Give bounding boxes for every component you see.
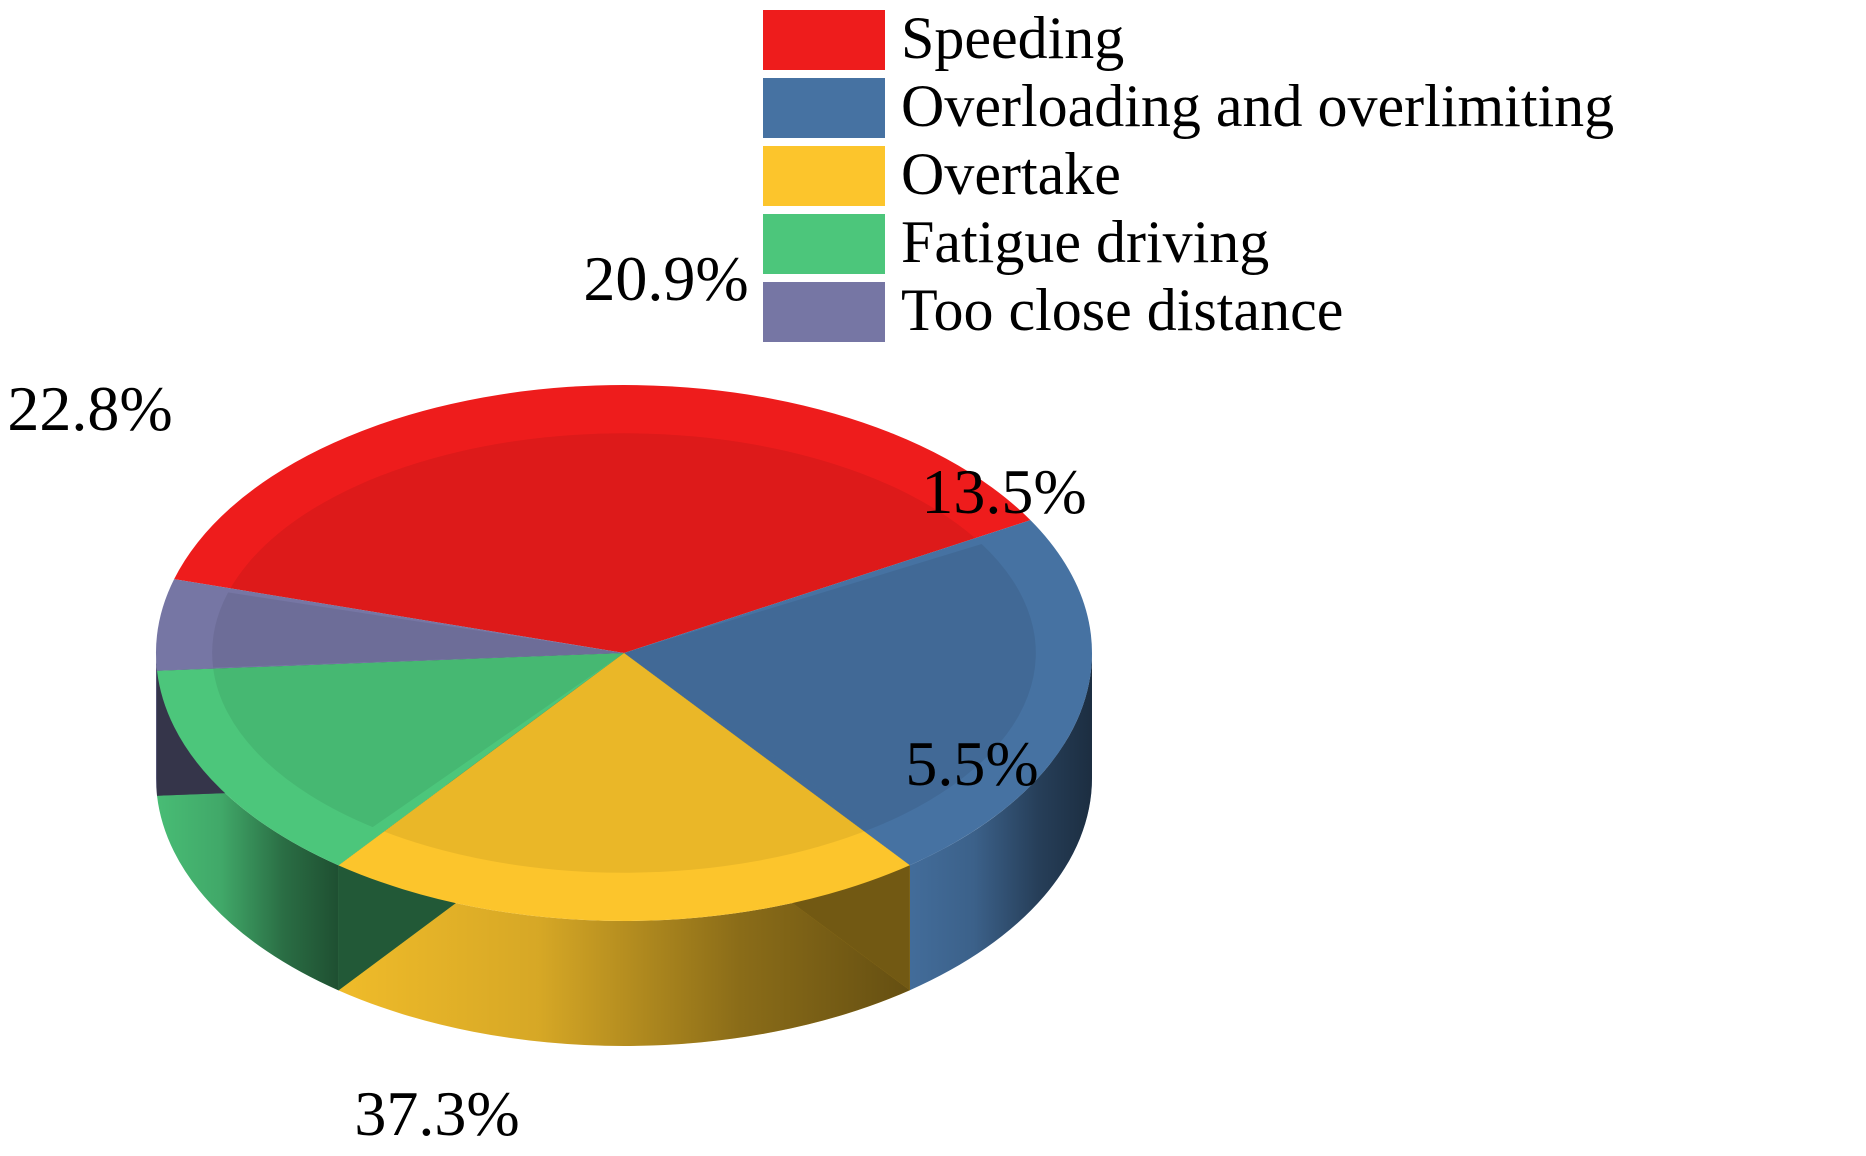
pie-slice-bevel	[212, 592, 624, 668]
pie-slice-bevel	[213, 653, 625, 828]
legend-label: Fatigue driving	[901, 209, 1269, 275]
legend-swatch	[763, 10, 885, 70]
legend-item-speeding: Speeding	[763, 5, 1124, 71]
value-label-speeding: 37.3%	[354, 1078, 519, 1149]
pie-side-fatigue-driving-shade	[157, 670, 339, 991]
legend-swatch	[763, 282, 885, 342]
legend-item-overtake: Overtake	[763, 141, 1121, 207]
value-label-overloading-and-overlimiting: 22.8%	[7, 373, 172, 444]
pie-slice-top	[156, 579, 624, 671]
pie-slices	[156, 384, 1093, 921]
pie-side-too-close-distance-shade	[156, 653, 158, 796]
pie-slice-top	[174, 384, 1031, 653]
pie-slice-too-close-distance	[156, 579, 624, 671]
pie-value-labels: 37.3% 22.8% 20.9% 13.5% 5.5%	[7, 243, 1086, 1149]
pie-slice-overtake	[338, 653, 910, 921]
pie-side-overloading-and-overlimiting-shade	[909, 653, 1092, 991]
legend-label: Overloading and overlimiting	[901, 73, 1614, 139]
value-label-too-close-distance: 5.5%	[905, 728, 1038, 799]
legend-swatch	[763, 146, 885, 206]
legend-label: Overtake	[901, 141, 1121, 207]
pie-slice-top	[157, 653, 624, 866]
legend-label: Too close distance	[901, 277, 1343, 343]
legend-item-too-close-distance: Too close distance	[763, 277, 1343, 343]
pie-slice-fatigue-driving	[157, 653, 625, 866]
legend-swatch	[763, 214, 885, 274]
pie-slice-top	[338, 653, 910, 921]
legend-item-fatigue-driving: Fatigue driving	[763, 209, 1269, 275]
pie-slice-overloading-and-overlimiting	[624, 520, 1093, 866]
value-label-fatigue-driving: 13.5%	[921, 456, 1086, 527]
pie-side-overtake-shade	[338, 865, 910, 1046]
value-label-overtake: 20.9%	[583, 243, 748, 314]
legend-label: Speeding	[901, 5, 1124, 71]
legend-item-overloading-and-overlimiting: Overloading and overlimiting	[763, 73, 1614, 139]
pie-slice-bevel	[372, 653, 876, 873]
pie-slice-top	[624, 520, 1093, 866]
pie-slice-bevel	[624, 544, 1036, 828]
legend-swatch	[763, 78, 885, 138]
